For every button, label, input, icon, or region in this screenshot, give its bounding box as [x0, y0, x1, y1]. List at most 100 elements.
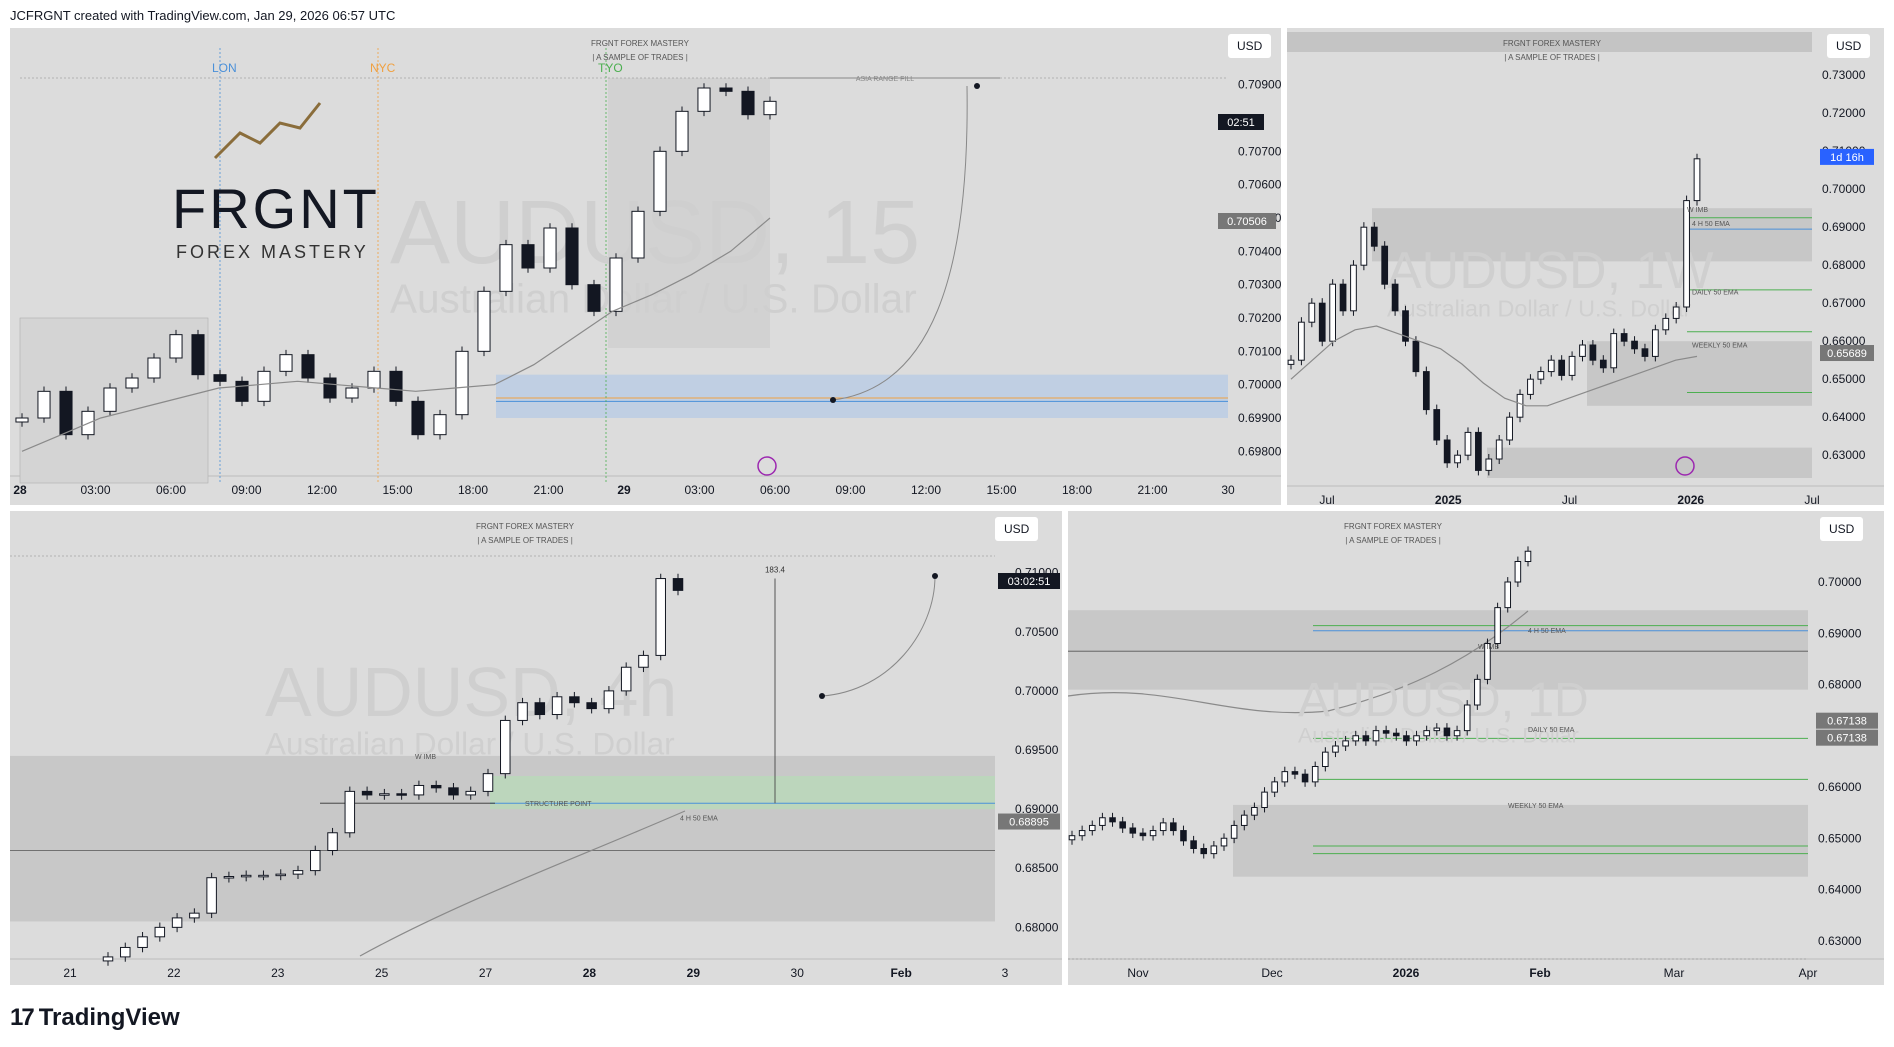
price-tick-label: 0.65000 — [1818, 831, 1862, 845]
chart-panel-weekly[interactable]: AUDUSD, 1W Australian Dollar / U.S. Dolla… — [1287, 28, 1884, 505]
candle-down — [1433, 409, 1441, 441]
candle-up — [154, 926, 166, 938]
timer-badge — [998, 573, 1060, 589]
candle-up — [1453, 730, 1461, 737]
candle-down — [361, 790, 373, 796]
candle-up — [517, 702, 528, 721]
currency-button[interactable]: USD — [1827, 34, 1871, 58]
level-label: 4 H 50 EMA — [1692, 221, 1730, 228]
candle-down — [396, 793, 407, 796]
time-tick-label: 2026 — [1677, 493, 1704, 505]
time-tick-label: 12:00 — [307, 483, 337, 497]
price-tick-label: 0.70100 — [1238, 344, 1281, 358]
candle-up — [1485, 458, 1493, 471]
candle-up — [327, 832, 338, 852]
timer-badge — [1218, 114, 1264, 130]
candle-up — [1474, 678, 1481, 706]
chart-panel-4h[interactable]: AUDUSD, 4h Australian Dollar / U.S. Dolla… — [10, 511, 1062, 985]
candle-up — [500, 719, 511, 775]
price-tick-label: 0.70000 — [1238, 378, 1281, 392]
lightning-icon — [1675, 456, 1695, 476]
level-label: W IMB — [1478, 644, 1499, 651]
level-label: 4 H 50 EMA — [680, 815, 718, 822]
candle-up — [1413, 735, 1420, 742]
candle-down — [1641, 348, 1649, 357]
weekly-ema-zone — [1233, 804, 1808, 877]
time-tick-label: 23 — [271, 966, 285, 980]
last-price-label: 0.70506 — [1227, 216, 1267, 228]
price-tick-label: 0.69800 — [1238, 444, 1281, 458]
weekly-ema-zone — [1587, 341, 1812, 406]
candle-up — [1149, 830, 1157, 837]
candle-up — [1332, 745, 1339, 753]
currency-button[interactable]: USD — [1228, 34, 1272, 58]
time-tick-label: Apr — [1799, 966, 1818, 980]
candle-up — [477, 290, 491, 352]
candle-up — [1537, 371, 1545, 380]
chart-panel-15m[interactable]: LON NYC TYO AUDUSD, 15 Australian Dollar / U… — [10, 28, 1281, 505]
candle-down — [1170, 822, 1177, 832]
price-tick-label: 0.70000 — [1822, 182, 1866, 196]
projection-curve — [821, 575, 936, 697]
candle-down — [1631, 340, 1638, 350]
candle-up — [1298, 321, 1305, 361]
candle-up — [1271, 781, 1278, 793]
time-tick-label: Feb — [1529, 966, 1550, 980]
candle-up — [433, 414, 447, 436]
time-tick-label: 28 — [13, 483, 27, 497]
candle-up — [620, 666, 632, 692]
price-tick-label: 0.67000 — [1822, 296, 1866, 310]
price-tick-label: 0.68000 — [1818, 678, 1862, 692]
currency-button[interactable]: USD — [1820, 517, 1864, 541]
candle-down — [191, 334, 205, 376]
currency-button[interactable]: USD — [995, 517, 1039, 541]
timer-label: 1d 16h — [1830, 152, 1864, 164]
price-tick-label: 0.70000 — [1015, 684, 1059, 698]
logo-title: FRGNT — [172, 177, 380, 240]
projection-start-point — [819, 693, 825, 699]
candle-up — [15, 417, 29, 423]
time-tick-label: 18:00 — [458, 483, 488, 497]
brand-subtitle: | A SAMPLE OF TRADES | — [477, 536, 573, 545]
watermark-symbol: AUDUSD, 1W — [1387, 242, 1713, 300]
price-tick-label: 0.68500 — [1015, 861, 1059, 875]
candle-down — [213, 374, 227, 382]
candle-up — [1547, 359, 1555, 373]
candle-up — [1527, 378, 1534, 395]
price-tick-label: 0.70700 — [1238, 144, 1281, 158]
time-tick-label: 28 — [583, 966, 597, 980]
candle-up — [1311, 766, 1319, 783]
last-price-badge — [1816, 729, 1878, 746]
candle-down — [1382, 730, 1390, 734]
candle-up — [413, 784, 425, 796]
price-tick-label: 0.64000 — [1822, 410, 1866, 424]
candle-up — [169, 334, 183, 359]
time-tick-label: 21:00 — [1137, 483, 1167, 497]
time-tick-label: 29 — [617, 483, 631, 497]
price-tick-label: 0.70400 — [1238, 244, 1281, 258]
candle-down — [1129, 827, 1137, 834]
last-price-badge — [1816, 712, 1878, 729]
time-tick-label: Jul — [1562, 493, 1577, 505]
candle-up — [1423, 730, 1430, 737]
candle-down — [719, 87, 733, 92]
time-tick-label: 03:00 — [684, 483, 714, 497]
candle-up — [1514, 561, 1522, 583]
watermark-name: Australian Dollar / U.S. Dollar — [1387, 296, 1691, 322]
candle-up — [1463, 704, 1471, 732]
logo-arrow-icon — [213, 102, 322, 160]
candle-down — [1119, 821, 1126, 829]
tradingview-logo[interactable]: 17 TradingView — [10, 1004, 180, 1032]
candle-down — [1443, 727, 1451, 737]
candle-down — [672, 578, 684, 591]
candle-up — [655, 578, 666, 656]
time-tick-label: Dec — [1261, 966, 1282, 980]
candle-up — [279, 354, 293, 372]
chart-panel-daily[interactable]: AUDUSD, 1D Australian Dollar / U.S. Dolla… — [1068, 511, 1884, 985]
brand-subtitle: | A SAMPLE OF TRADES | — [592, 53, 688, 62]
time-tick-label: 12:00 — [911, 483, 941, 497]
